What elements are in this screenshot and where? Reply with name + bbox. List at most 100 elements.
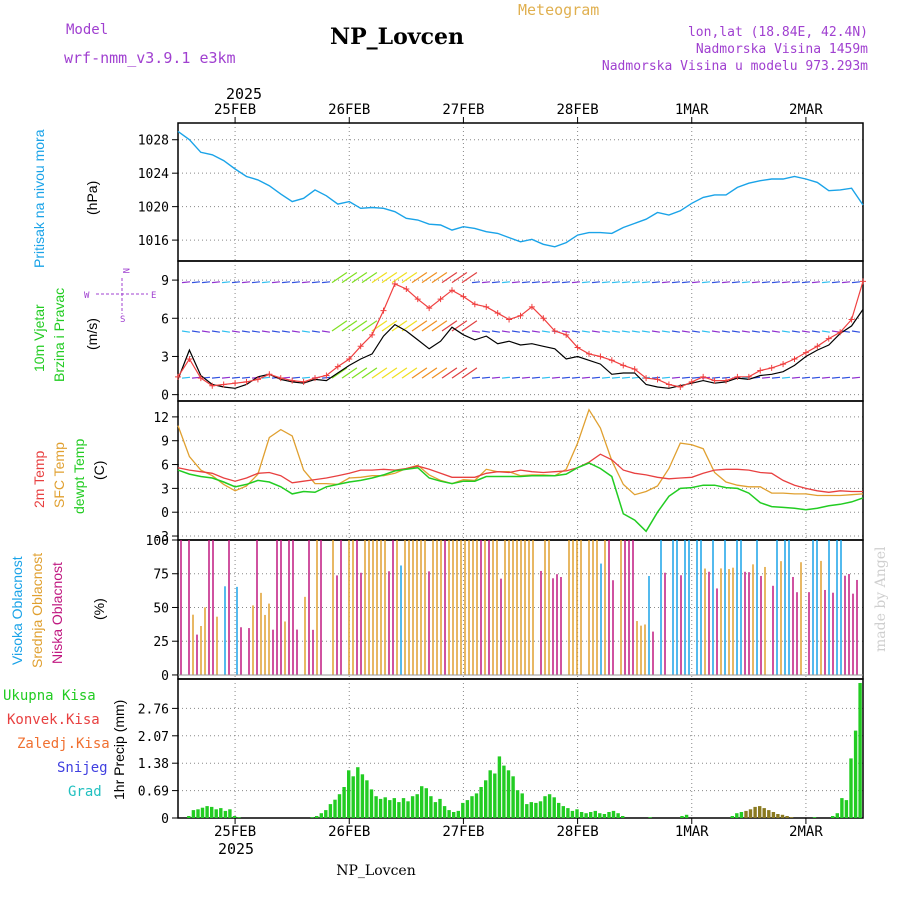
x-tick-top-label: 28FEB: [557, 102, 599, 118]
wind-arrow: [741, 330, 750, 333]
gust-marker: [563, 331, 570, 338]
wind-arrow: [331, 320, 348, 332]
precip-bar: [543, 796, 547, 818]
gust-marker: [551, 328, 558, 334]
wind-arrow: [801, 330, 810, 333]
precip-bar: [479, 787, 483, 818]
wind-arrow: [781, 281, 791, 284]
wind-arrow: [561, 281, 571, 284]
wind-arrow: [311, 330, 320, 333]
wind-arrow: [781, 330, 790, 333]
precip-bar: [187, 816, 191, 818]
precip-legend-item: Ukupna Kisa: [3, 688, 96, 704]
precip-bar: [648, 817, 652, 818]
precip-bar: [214, 809, 218, 818]
wind-arrow: [441, 320, 458, 332]
pressure-ytick-label: 1024: [138, 167, 169, 182]
precip-bar: [442, 806, 447, 818]
temperature-ytick-label: 6: [161, 459, 169, 474]
precip-bar: [525, 804, 529, 818]
pressure-ylabel: Pritisak na nivou mora: [31, 129, 47, 268]
precip-bar: [520, 793, 524, 818]
wind-arrow: [841, 281, 851, 284]
gust-marker: [768, 364, 775, 371]
precip-ytick-label: 2.07: [138, 730, 169, 745]
precip-bar: [744, 810, 748, 818]
wind-arrow: [391, 367, 408, 379]
wind-arrow: [201, 281, 211, 284]
wind-arrow: [271, 281, 281, 284]
temperature-ytick-label: 0: [161, 506, 169, 521]
precip-ytick-label: 2.76: [138, 702, 169, 717]
wind-arrow: [711, 281, 721, 284]
wind-arrow: [541, 330, 550, 333]
dewpt-ylabel: dewpt Temp: [71, 439, 87, 514]
wind-arrow: [311, 281, 321, 284]
gust-marker: [586, 350, 592, 357]
wind-arrow: [751, 281, 761, 284]
gust-marker: [266, 371, 273, 378]
precip-bar: [529, 802, 533, 818]
precip-bar: [584, 813, 588, 818]
wind-arrow: [761, 330, 770, 333]
wind-arrow: [851, 281, 861, 284]
wind-arrow: [731, 330, 740, 333]
precip-legend: Ukupna Kisa Konvek.Kisa Zaledj.Kisa Snijeg G…: [3, 688, 110, 800]
precip-bar: [840, 798, 844, 818]
wind-arrow: [491, 376, 501, 379]
precip-bar: [397, 802, 401, 818]
wind-arrow: [281, 330, 290, 333]
wind-arrow: [811, 376, 821, 379]
precip-bar: [429, 796, 433, 818]
gust-marker: [734, 373, 741, 380]
wind-arrow: [221, 281, 231, 284]
gust-marker: [654, 376, 661, 383]
wind-arrow: [511, 376, 521, 379]
gust-marker: [597, 353, 604, 360]
wind-arrow: [191, 281, 201, 284]
wind-arrow: [451, 367, 468, 379]
precip-bar: [401, 798, 406, 818]
wind-arrow: [601, 281, 611, 284]
wind-arrow: [481, 376, 491, 379]
precip-bar: [356, 767, 360, 818]
precip-legend-item: Zaledj.Kisa: [17, 736, 110, 752]
precip-bar: [237, 817, 241, 818]
gust-marker: [369, 331, 376, 338]
wind-arrow: [661, 281, 671, 284]
wind-arrow: [481, 330, 490, 333]
wind-arrow: [341, 272, 358, 284]
wind-arrow: [551, 281, 561, 284]
wind-arrow: [591, 376, 601, 379]
wind-arrow: [701, 330, 710, 333]
year-top-label: 2025: [226, 85, 262, 103]
x-tick-top-label: 2MAR: [789, 102, 823, 118]
precip-bar: [333, 799, 337, 818]
gust-marker: [825, 335, 832, 342]
cloud-unit: (%): [91, 598, 107, 620]
temperature-ytick-label: 3: [161, 482, 169, 497]
wind-arrow: [831, 376, 841, 379]
precip-bar: [844, 800, 849, 818]
wind-arrow: [411, 320, 428, 332]
wind-arrow: [361, 272, 378, 284]
gust-marker: [220, 381, 227, 388]
gust-marker: [437, 296, 444, 303]
wind-arrow: [681, 330, 690, 333]
wind-arrow: [621, 281, 631, 284]
wind-arrow: [241, 281, 251, 284]
wind-arrow: [731, 281, 741, 284]
wind-arrow: [501, 376, 511, 379]
wind-arrow: [681, 376, 691, 379]
precip-bar: [502, 765, 506, 818]
wind-arrow: [191, 330, 200, 333]
precip-bars: [187, 683, 862, 818]
precip-bar: [415, 794, 419, 818]
precip-bar: [383, 797, 387, 818]
sfc-ylabel: SFC Temp: [51, 442, 67, 508]
precip-bar: [484, 780, 488, 818]
wind-arrow: [721, 330, 730, 333]
wind-arrow: [771, 376, 781, 379]
precip-unit: 1hr Precip (mm): [111, 700, 127, 800]
gust-marker: [426, 305, 433, 312]
